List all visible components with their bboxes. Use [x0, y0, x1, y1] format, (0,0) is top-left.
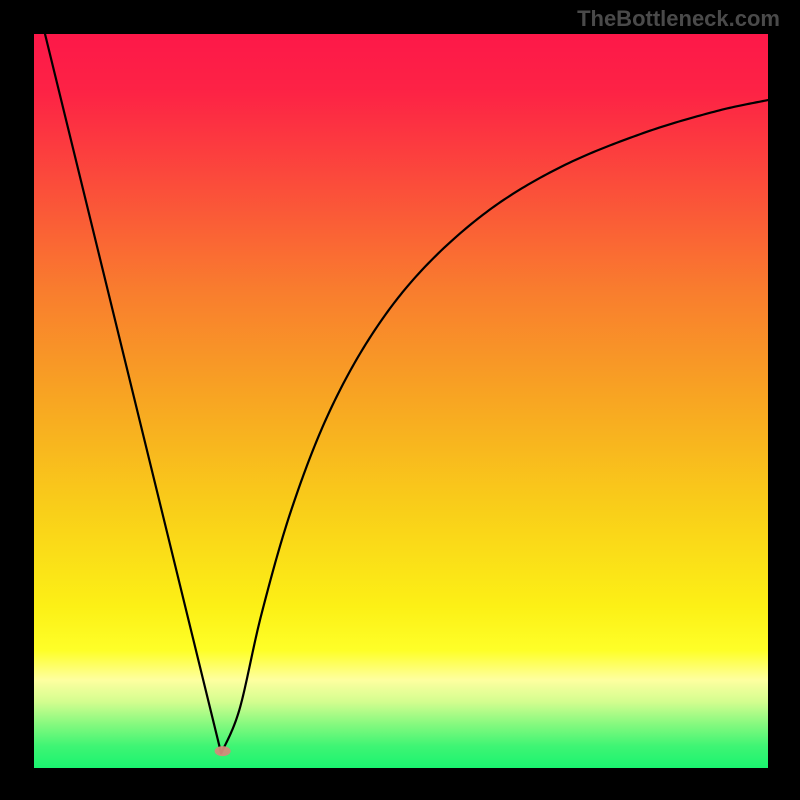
chart-container: TheBottleneck.com	[0, 0, 800, 800]
plot-area	[34, 34, 768, 768]
curve-layer	[34, 34, 768, 768]
watermark-text: TheBottleneck.com	[577, 6, 780, 32]
minimum-marker	[215, 746, 231, 756]
bottleneck-curve	[45, 34, 768, 753]
